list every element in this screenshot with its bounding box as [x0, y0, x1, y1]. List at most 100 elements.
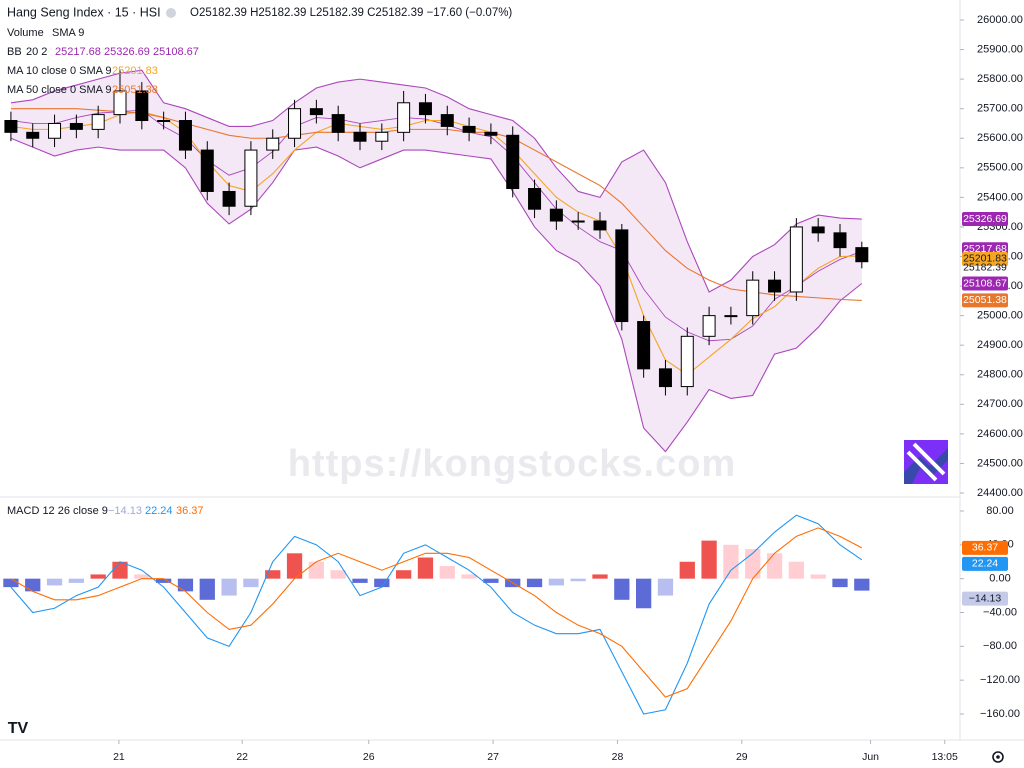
- candle-body: [48, 122, 62, 139]
- candle-body: [288, 108, 302, 139]
- last-price-label: 25182.39: [963, 261, 1007, 273]
- y-tick-label: 0.00: [989, 573, 1010, 585]
- volume-legend: Volume: [7, 27, 44, 39]
- hist-badge: −14.13: [969, 592, 1002, 604]
- brand-logo: [904, 440, 948, 484]
- y-tick-label: 26000.00: [977, 14, 1023, 26]
- y-tick-label: −80.00: [983, 640, 1017, 652]
- macd-histogram-bar: [483, 578, 499, 583]
- marks-layer: [3, 69, 870, 715]
- macd-histogram-bar: [199, 578, 215, 600]
- settings-icon[interactable]: [992, 751, 1004, 763]
- hist-badge-bg: [962, 591, 1008, 606]
- indicator-line: [10, 137, 863, 453]
- y-tick-label: −40.00: [983, 606, 1017, 618]
- indicator-line: [10, 109, 862, 342]
- y-tick-label: 80.00: [986, 505, 1014, 517]
- macd-histogram-bar: [308, 561, 324, 579]
- y-tick-label: 25000.00: [977, 310, 1023, 322]
- ma10-legend: MA 10 close 0 SMA 9: [7, 65, 112, 77]
- candle-body: [746, 279, 760, 317]
- candle-body: [680, 335, 694, 388]
- macd-histogram-bar: [570, 578, 586, 582]
- symbol-title: Hang Seng Index · 15 · HSI: [7, 5, 161, 19]
- macd-histogram-bar: [526, 578, 543, 588]
- macd-histogram-bar: [221, 578, 237, 596]
- macd-histogram-bar: [374, 578, 390, 588]
- candle-body: [789, 226, 803, 293]
- candle-body: [418, 102, 432, 116]
- macd-histogram-bar: [657, 578, 674, 596]
- candle-body: [549, 208, 563, 222]
- macd-badge: 22.24: [972, 558, 998, 570]
- macd-histogram-bar: [810, 574, 826, 579]
- candle-body: [26, 131, 40, 139]
- y-tick-label: 24800.00: [977, 369, 1023, 381]
- x-tick-label: 26: [363, 751, 375, 763]
- bb-upper-badge-bg: [962, 212, 1008, 227]
- candle-body: [244, 149, 258, 207]
- macd-histogram-bar: [90, 574, 106, 579]
- candle-body: [528, 188, 542, 210]
- macd-histogram-bar: [548, 578, 564, 586]
- macd-signal-value: 36.37: [176, 505, 204, 517]
- bb-upper-badge: 25326.69: [963, 213, 1007, 225]
- candle-body: [833, 232, 847, 249]
- candle-body: [506, 134, 520, 190]
- y-tick-label: 24500.00: [977, 457, 1023, 469]
- macd-histogram-bar: [766, 553, 783, 579]
- y-tick-label: 25600.00: [977, 132, 1023, 144]
- candle-body: [855, 247, 869, 263]
- volume-params: SMA 9: [52, 27, 84, 39]
- macd-histogram-bar: [396, 570, 412, 579]
- candle-body: [69, 122, 83, 130]
- candle-body: [178, 120, 192, 151]
- macd-histogram-bar: [679, 561, 695, 579]
- indicator-line: [10, 111, 862, 376]
- y-tick-label: 25400.00: [977, 191, 1023, 203]
- candle-body: [4, 120, 18, 133]
- macd-histogram-bar: [68, 578, 84, 583]
- candle-body: [440, 114, 454, 127]
- bb-lower-badge: 25108.67: [963, 277, 1007, 289]
- candle-body: [331, 114, 345, 133]
- bb-params: 20 2: [26, 46, 47, 58]
- ma10-badge-bg: [962, 251, 1008, 266]
- candle-body: [375, 131, 389, 142]
- macd-badge-bg: [962, 556, 1008, 571]
- y-tick-label: 25700.00: [977, 103, 1023, 115]
- indicator-line: [10, 69, 862, 293]
- candle-body: [200, 149, 214, 192]
- svg-text:TV: TV: [8, 720, 29, 737]
- ma50-badge-bg: [962, 293, 1008, 308]
- candle-body: [615, 229, 629, 323]
- macd-histogram-bar: [636, 578, 652, 609]
- macd-histogram-bar: [439, 565, 455, 579]
- candle-body: [222, 190, 236, 207]
- candle-body: [724, 315, 738, 318]
- ma50-legend: MA 50 close 0 SMA 9: [7, 84, 112, 96]
- candle-body: [768, 279, 782, 293]
- signal-badge: 36.37: [972, 542, 998, 554]
- watermark: https://kongstocks.com: [288, 443, 737, 485]
- bb-legend: BB: [7, 46, 22, 58]
- ma50-badge: 25051.38: [963, 294, 1007, 306]
- macd-histogram-bar: [592, 574, 608, 579]
- macd-histogram-bar: [461, 574, 477, 579]
- candle-body: [353, 131, 367, 142]
- y-tick-label: 24900.00: [977, 339, 1023, 351]
- legend-toggle[interactable]: [166, 8, 176, 18]
- ma50-value: 25051.38: [112, 84, 158, 96]
- candle-body: [484, 131, 498, 136]
- macd-histogram-bar: [723, 544, 739, 579]
- macd-legend: MACD 12 26 close 9: [7, 505, 108, 517]
- indicator-line: [10, 108, 862, 301]
- macd-histogram-bar: [243, 578, 259, 588]
- y-tick-label: 25900.00: [977, 43, 1023, 55]
- candle-body: [571, 220, 585, 223]
- macd-histogram-bar: [788, 561, 804, 579]
- ma10-badge: 25201.83: [963, 253, 1007, 265]
- macd-histogram-bar: [156, 578, 172, 583]
- y-tick-label: 25800.00: [977, 73, 1023, 85]
